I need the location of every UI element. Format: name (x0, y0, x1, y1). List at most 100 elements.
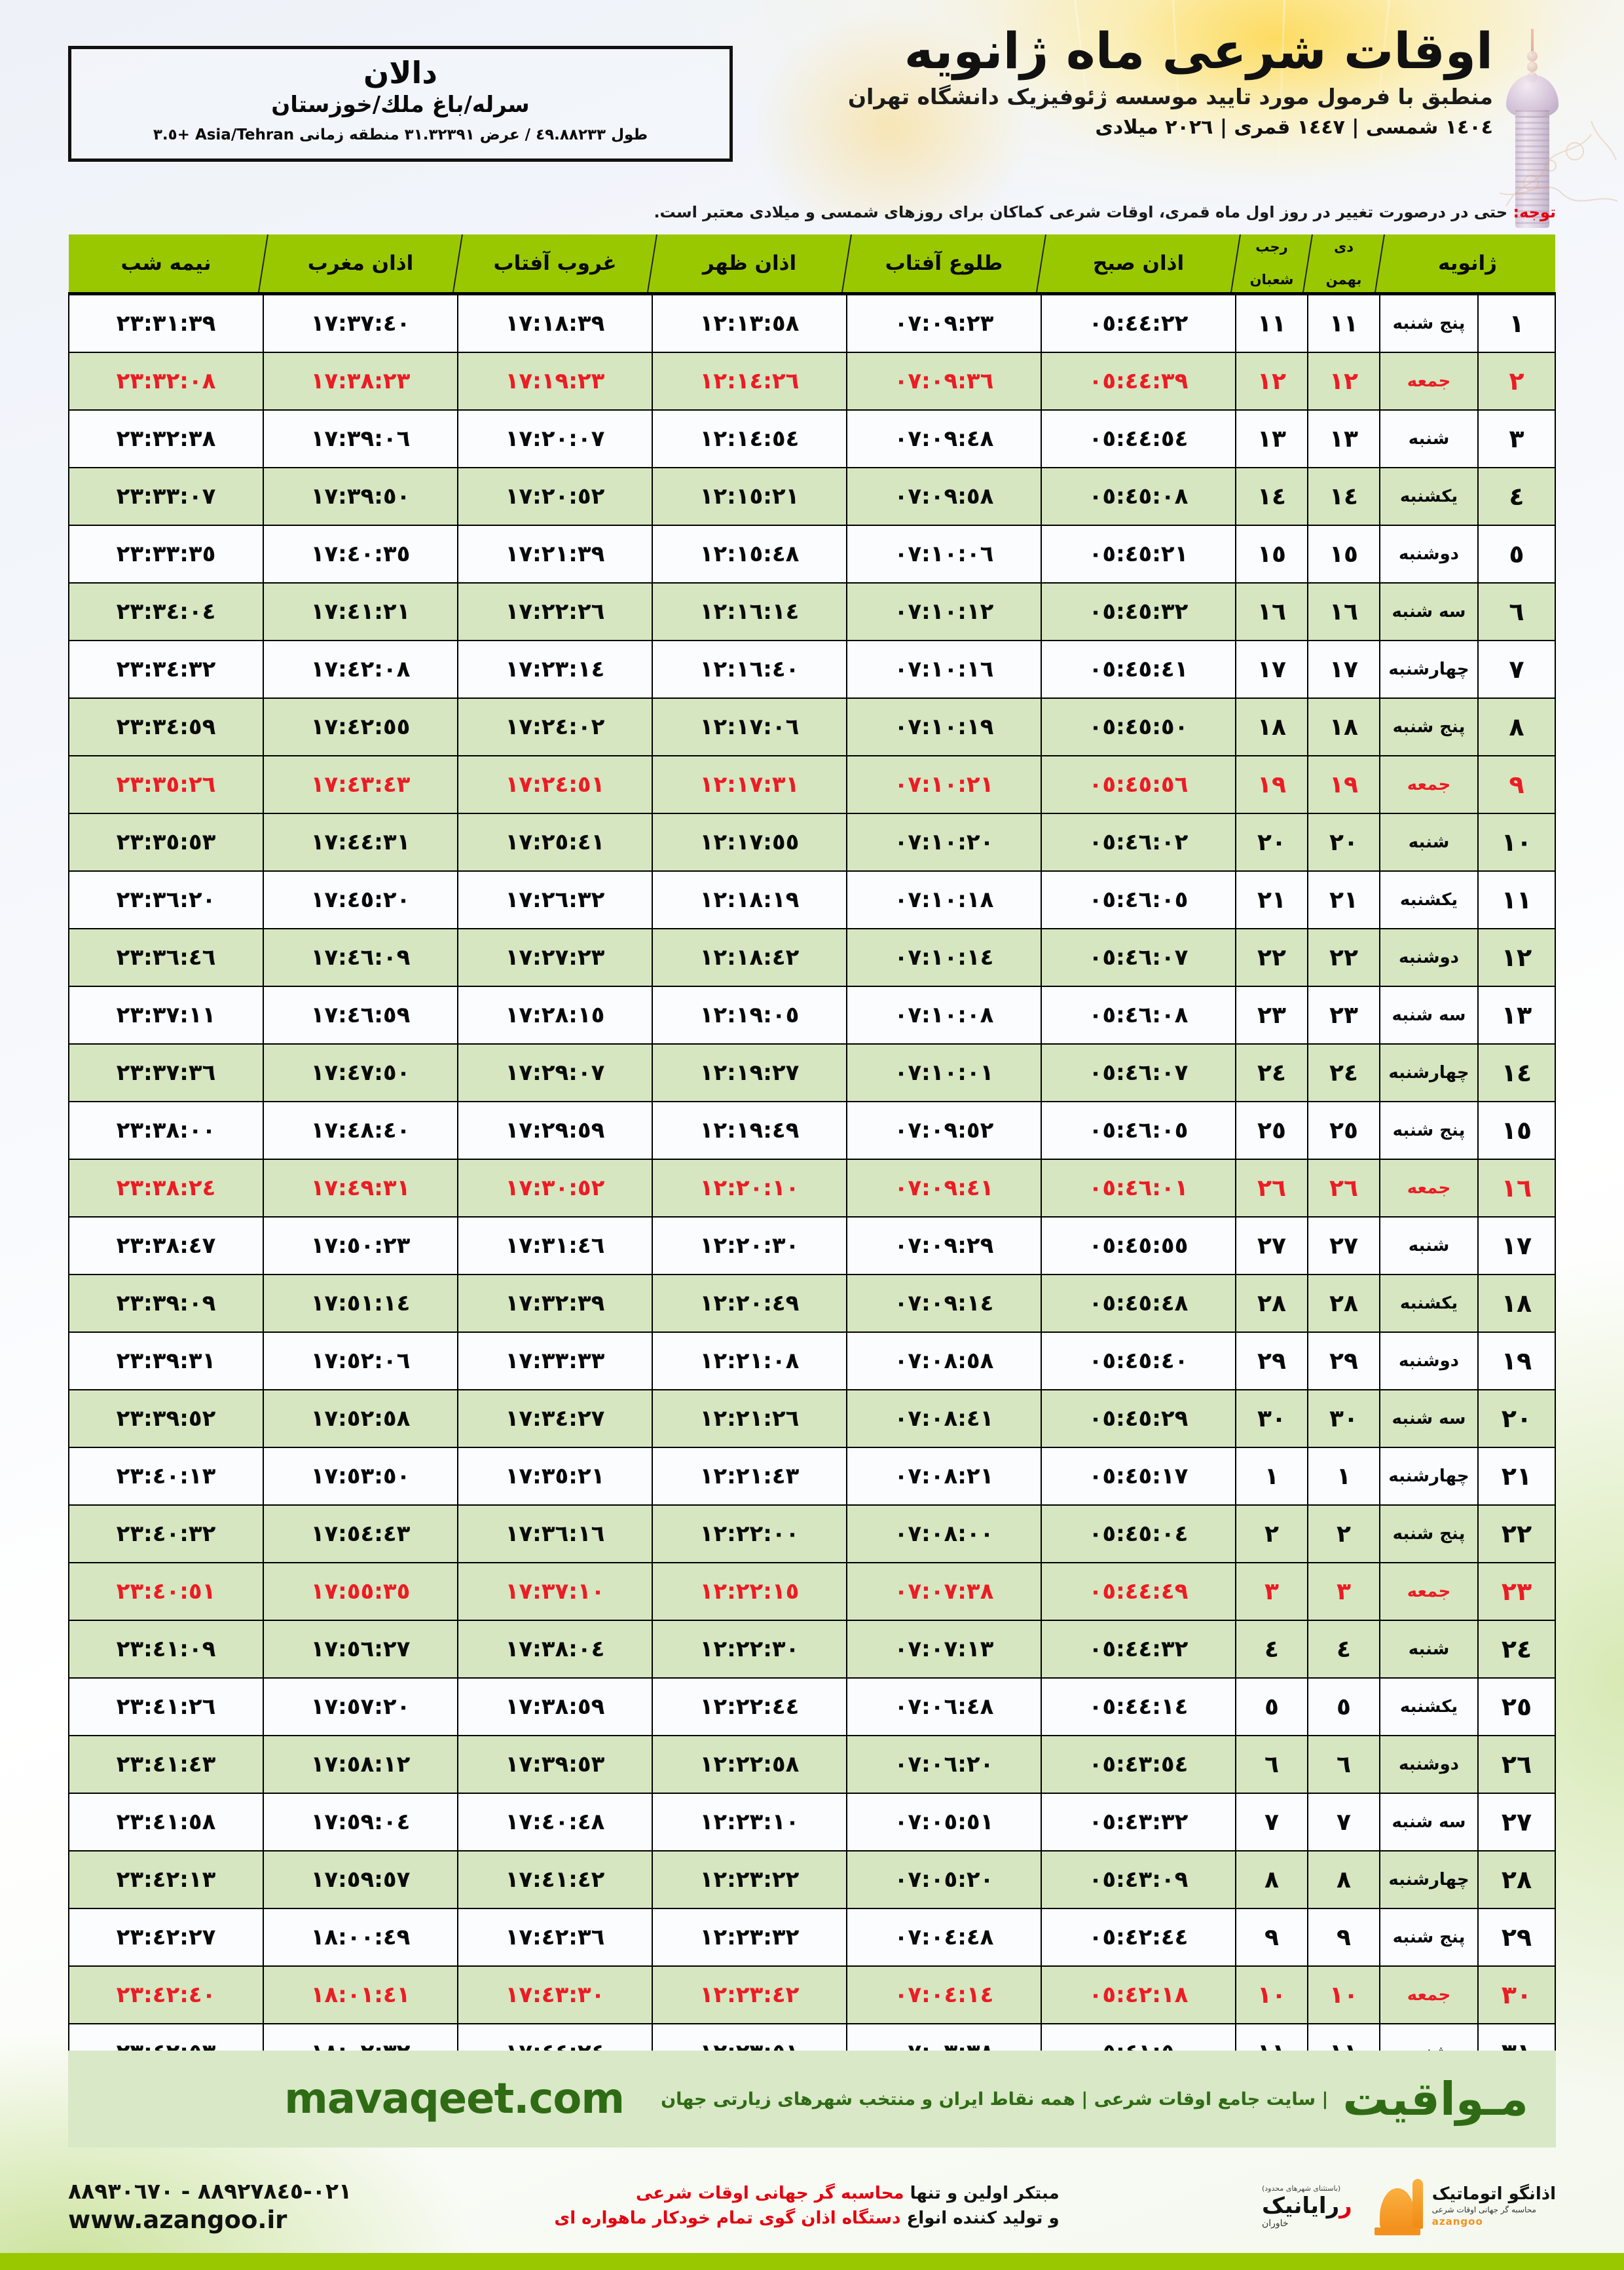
cell-sunset: ١٧:١٨:٣٩ (457, 293, 653, 353)
cell-jal: ٢٧ (1307, 1216, 1380, 1275)
cell-dhuhr: ١٢:٢٠:٣٠ (652, 1216, 847, 1275)
cell-fajr: ٠٥:٤٤:٤٩ (1041, 1562, 1236, 1621)
table-row: ١٨ یکشنبه ٢٨ ٢٨ ٠٥:٤٥:٤٨ ٠٧:٠٩:١٤ ١٢:٢٠:٤٩ ١٧:٣… (68, 1274, 1556, 1333)
cell-sunrise: ٠٧:٠٤:١٤ (846, 1965, 1042, 2024)
footer-website[interactable]: www.azangoo.ir (68, 2205, 287, 2234)
col-header-jalali: دی بهمن (1308, 234, 1380, 294)
cell-jal: ١٣ (1307, 409, 1380, 468)
location-region: سرله/باغ ملك/خوزستان (271, 91, 530, 118)
azangoo-logo: اذانگو اتوماتیک محاسبه گر جهانی اوقات شر… (1369, 2175, 1556, 2238)
cell-jal: ٧ (1307, 1793, 1380, 1851)
col-header-sunrise: طلوع آفتاب (847, 234, 1041, 294)
cell-dow: پنج شنبه (1379, 1908, 1479, 1967)
cell-fajr: ٠٥:٤٥:٤١ (1041, 640, 1236, 699)
cell-jal: ٢٠ (1307, 813, 1380, 872)
cell-maghrib: ١٧:٥٣:٥٠ (263, 1447, 458, 1506)
cell-dhuhr: ١٢:٢٣:٤٢ (652, 1965, 847, 2024)
cell-dhuhr: ١٢:١٤:٥٤ (652, 409, 847, 468)
rayaneh-accent-letter: ر (1339, 2193, 1352, 2219)
cell-fajr: ٠٥:٤٦:٠٧ (1041, 1043, 1236, 1102)
cell-sunset: ١٧:٢٣:١٤ (457, 640, 653, 699)
cell-fajr: ٠٥:٤٣:٥٤ (1041, 1735, 1236, 1794)
table-row: ٥ دوشنبه ١٥ ١٥ ٠٥:٤٥:٢١ ٠٧:١٠:٠٦ ١٢:١٥:٤٨ ١٧:٢١… (68, 525, 1556, 584)
cell-dhuhr: ١٢:١٧:٣١ (652, 755, 847, 814)
cell-sunrise: ٠٧:١٠:١٦ (846, 640, 1042, 699)
cell-hij: ١٥ (1235, 525, 1308, 584)
cell-fajr: ٠٥:٤٤:١٤ (1041, 1677, 1236, 1736)
cell-sunrise: ٠٧:١٠:٠٨ (846, 986, 1042, 1045)
cell-jal: ١ (1307, 1447, 1380, 1506)
cell-hij: ٣٠ (1235, 1389, 1308, 1448)
cell-sunrise: ٠٧:٠٧:١٣ (846, 1620, 1042, 1679)
cell-hij: ١٩ (1235, 755, 1308, 814)
cell-gday: ٥ (1477, 525, 1556, 584)
table-row: ٢٥ یکشنبه ٥ ٥ ٠٥:٤٤:١٤ ٠٧:٠٦:٤٨ ١٢:٢٢:٤٤ ١٧:٣٨:… (68, 1677, 1556, 1736)
cell-sunrise: ٠٧:٠٥:٢٠ (846, 1850, 1042, 1909)
cell-jal: ٢٥ (1307, 1101, 1380, 1160)
cell-midnight: ٢٣:٣٥:٥٣ (68, 813, 264, 872)
mavaqeet-website[interactable]: mavaqeet.com (284, 2075, 625, 2123)
cell-midnight: ٢٣:٣٣:٠٧ (68, 467, 264, 526)
table-row: ٤ یکشنبه ١٤ ١٤ ٠٥:٤٥:٠٨ ٠٧:٠٩:٥٨ ١٢:١٥:٢١ ١٧:٢٠… (68, 467, 1556, 526)
cell-fajr: ٠٥:٤٦:٠٥ (1041, 1101, 1236, 1160)
cell-jal: ٦ (1307, 1735, 1380, 1794)
cell-gday: ٢١ (1477, 1447, 1556, 1506)
cell-gday: ٢ (1477, 352, 1556, 411)
table-row: ٨ پنج شنبه ١٨ ١٨ ٠٥:٤٥:٥٠ ٠٧:١٠:١٩ ١٢:١٧:٠٦ ١٧:… (68, 698, 1556, 756)
cell-sunrise: ٠٧:٠٩:٢٩ (846, 1216, 1042, 1275)
cell-fajr: ٠٥:٤٥:٠٨ (1041, 467, 1236, 526)
table-row: ٢٩ پنج شنبه ٩ ٩ ٠٥:٤٢:٤٤ ٠٧:٠٤:٤٨ ١٢:٢٣:٣٢ ١٧:٤… (68, 1908, 1556, 1967)
cell-dhuhr: ١٢:١٩:٠٥ (652, 986, 847, 1045)
cell-fajr: ٠٥:٤٣:٠٩ (1041, 1850, 1236, 1909)
cell-maghrib: ١٧:٥٢:٠٦ (263, 1331, 458, 1390)
cell-midnight: ٢٣:٤٠:٥١ (68, 1562, 264, 1621)
cell-midnight: ٢٣:٣٥:٢٦ (68, 755, 264, 814)
cell-sunrise: ٠٧:٠٧:٣٨ (846, 1562, 1042, 1621)
cell-dow: سه شنبه (1379, 582, 1479, 641)
cell-fajr: ٠٥:٤٦:٠٢ (1041, 813, 1236, 872)
cell-dow: شنبه (1379, 409, 1479, 468)
cell-dhuhr: ١٢:٢٢:٠٠ (652, 1504, 847, 1563)
cell-midnight: ٢٣:٣٨:٤٧ (68, 1216, 264, 1275)
cell-maghrib: ١٧:٤٢:٠٨ (263, 640, 458, 699)
col-header-fajr: اذان صبح (1041, 234, 1236, 294)
cell-fajr: ٠٥:٤٥:٤٠ (1041, 1331, 1236, 1390)
cell-hij: ٢٥ (1235, 1101, 1308, 1160)
cell-gday: ١٢ (1477, 928, 1556, 987)
cell-hij: ٢٣ (1235, 986, 1308, 1045)
cell-sunset: ١٧:٢٩:٥٩ (457, 1101, 653, 1160)
cell-midnight: ٢٣:٤٢:٢٧ (68, 1908, 264, 1967)
cell-gday: ٤ (1477, 467, 1556, 526)
cell-dow: پنج شنبه (1379, 1504, 1479, 1563)
footer-line1-plain: مبتکر اولین و تنها (904, 2184, 1060, 2204)
cell-dhuhr: ١٢:٢٢:٤٤ (652, 1677, 847, 1736)
cell-dhuhr: ١٢:٢٣:١٠ (652, 1793, 847, 1851)
cell-dow: دوشنبه (1379, 1735, 1479, 1794)
cell-fajr: ٠٥:٤٥:١٧ (1041, 1447, 1236, 1506)
cell-gday: ١٤ (1477, 1043, 1556, 1102)
cell-maghrib: ١٧:٤٥:٢٠ (263, 870, 458, 929)
cell-dow: چهارشنبه (1379, 1447, 1479, 1506)
cell-sunset: ١٧:٣٢:٣٩ (457, 1274, 653, 1333)
prayer-times-table: ژانویه دی بهمن رجب شعبان اذان صبح (68, 234, 1556, 2084)
location-box: دالان سرله/باغ ملك/خوزستان طول ٤٩.٨٨٢٣٣ … (68, 46, 733, 162)
table-row: ٢ جمعه ١٢ ١٢ ٠٥:٤٤:٣٩ ٠٧:٠٩:٣٦ ١٢:١٤:٢٦ ١٧:١٩:٢… (68, 352, 1556, 411)
cell-gday: ١٦ (1477, 1159, 1556, 1218)
col-header-dhuhr: اذان ظهر (652, 234, 847, 294)
cell-hij: ١٠ (1235, 1965, 1308, 2024)
cell-dhuhr: ١٢:٢٠:٤٩ (652, 1274, 847, 1333)
cell-gday: ١٥ (1477, 1101, 1556, 1160)
cell-hij: ٢ (1235, 1504, 1308, 1563)
cell-gday: ٢٠ (1477, 1389, 1556, 1448)
cell-midnight: ٢٣:٣٧:١١ (68, 986, 264, 1045)
cell-fajr: ٠٥:٤٤:٥٤ (1041, 409, 1236, 468)
rayaneh-name-rest: رایانیک (1261, 2193, 1340, 2219)
cell-dow: یکشنبه (1379, 1274, 1479, 1333)
table-row: ٢١ چهارشنبه ١ ١ ٠٥:٤٥:١٧ ٠٧:٠٨:٢١ ١٢:٢١:٤٣ ١٧:٣… (68, 1447, 1556, 1506)
cell-dow: پنج شنبه (1379, 698, 1479, 756)
cell-dow: دوشنبه (1379, 525, 1479, 584)
cell-gday: ٢٥ (1477, 1677, 1556, 1736)
cell-jal: ٨ (1307, 1850, 1380, 1909)
cell-hij: ٢٢ (1235, 928, 1308, 987)
cell-sunset: ١٧:٢٨:١٥ (457, 986, 653, 1045)
